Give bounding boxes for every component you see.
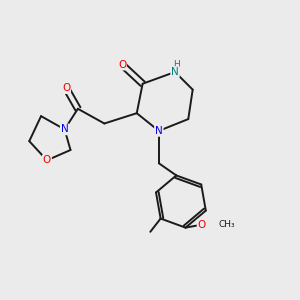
Text: N: N — [61, 124, 68, 134]
Text: H: H — [173, 60, 180, 69]
Text: O: O — [118, 60, 126, 70]
Text: N: N — [171, 67, 179, 77]
Text: O: O — [62, 83, 70, 93]
Text: CH₃: CH₃ — [219, 220, 236, 229]
Text: N: N — [155, 126, 163, 136]
Text: O: O — [198, 220, 206, 230]
Text: O: O — [43, 155, 51, 165]
